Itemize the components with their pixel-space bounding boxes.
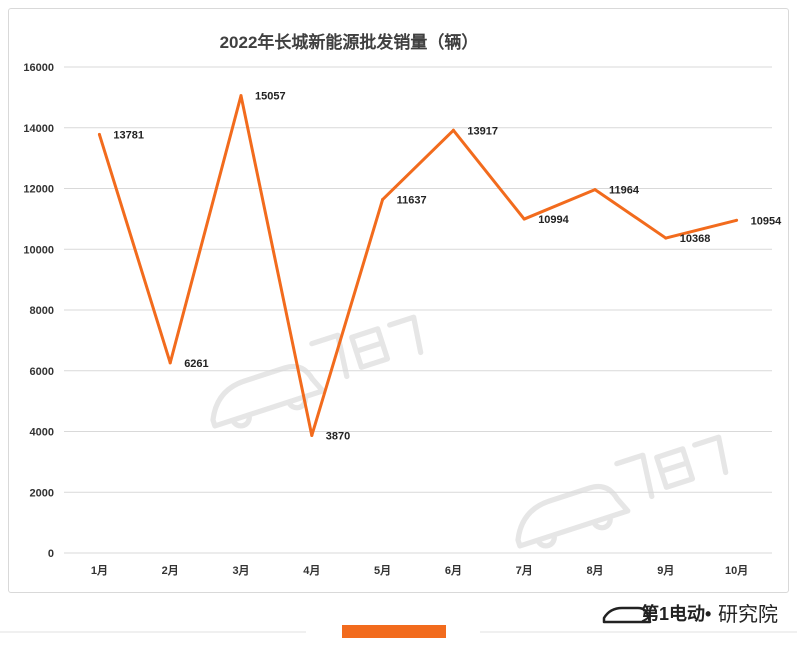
brand-dot: • <box>705 604 711 624</box>
car-icon <box>210 363 326 429</box>
x-tick-label: 3月 <box>232 564 249 577</box>
y-tick-label: 4000 <box>30 427 54 439</box>
x-tick-label: 10月 <box>725 564 748 577</box>
y-tick-label: 8000 <box>30 305 54 317</box>
data-point <box>168 361 172 365</box>
data-label: 13917 <box>467 125 498 137</box>
car-icon <box>602 606 652 624</box>
x-tick-label: 5月 <box>374 564 391 577</box>
gridlines <box>64 66 772 554</box>
data-label: 10954 <box>751 215 782 227</box>
y-tick-label: 12000 <box>23 184 54 196</box>
y-tick-label: 2000 <box>30 487 54 499</box>
data-label: 10368 <box>680 233 711 245</box>
y-axis: 0 2000 4000 6000 8000 10000 12000 14000 16000 <box>23 62 54 560</box>
car-icon <box>515 483 631 549</box>
data-point <box>381 198 385 202</box>
chart-title: 2022年长城新能源批发销量（辆） <box>220 32 479 52</box>
data-label: 10994 <box>538 214 569 226</box>
brand-suffix: 研究院 <box>718 603 778 626</box>
data-point <box>735 218 739 222</box>
data-label: 3870 <box>326 430 350 442</box>
data-point <box>239 94 243 98</box>
data-point <box>97 132 101 136</box>
data-label: 11964 <box>609 185 640 197</box>
logo-glyph <box>309 314 424 380</box>
data-label: 13781 <box>113 129 144 141</box>
x-tick-label: 7月 <box>516 564 533 577</box>
y-tick-label: 10000 <box>23 244 54 256</box>
watermark-group <box>210 314 729 549</box>
data-label: 6261 <box>184 358 208 370</box>
data-point <box>593 188 597 192</box>
brand-logo: 第1电动 • 研究院 <box>602 603 778 626</box>
x-tick-label: 2月 <box>162 564 179 577</box>
watermark-logo <box>515 434 729 549</box>
y-tick-label: 6000 <box>30 366 54 378</box>
data-label: 11637 <box>397 195 427 207</box>
y-tick-label: 14000 <box>23 123 54 135</box>
chart-frame <box>8 8 789 593</box>
series-line <box>97 94 737 437</box>
x-tick-label: 4月 <box>303 564 320 577</box>
plot-area <box>97 94 739 437</box>
data-point <box>522 217 526 221</box>
data-point <box>310 433 314 437</box>
brand-logo-text: 第1电动 <box>641 603 705 624</box>
watermark-logo <box>210 314 424 429</box>
x-tick-label: 1月 <box>91 564 108 577</box>
x-tick-label: 9月 <box>657 564 674 577</box>
data-labels: 13781 6261 15057 3870 11637 13917 10994 11964 10… <box>113 91 782 443</box>
x-tick-label: 6月 <box>445 564 462 577</box>
data-point <box>451 128 455 132</box>
footer-accent-bar <box>342 625 446 638</box>
y-tick-label: 16000 <box>23 62 54 74</box>
x-axis: 1月 2月 3月 4月 5月 6月 7月 8月 9月 10月 <box>91 564 748 577</box>
logo-glyph <box>614 434 729 500</box>
y-tick-label: 0 <box>48 548 54 560</box>
data-label: 15057 <box>255 91 286 103</box>
x-tick-label: 8月 <box>586 564 603 577</box>
data-point <box>664 236 668 240</box>
